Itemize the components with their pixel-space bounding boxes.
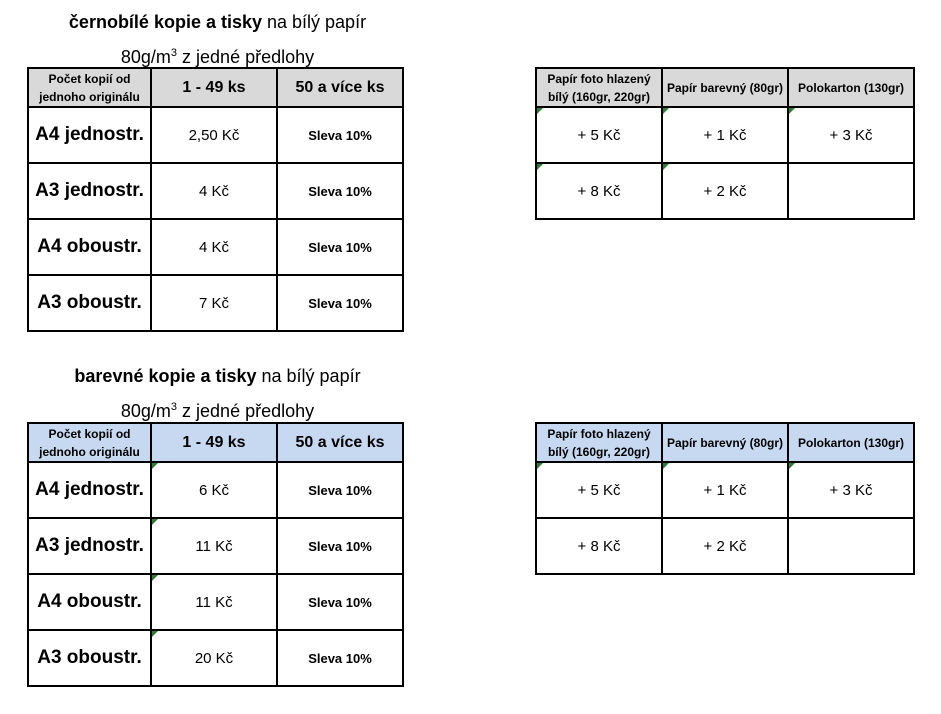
- surcharge-cell: + 5 Kč: [535, 106, 663, 164]
- table-row: + 8 Kč + 2 Kč: [535, 517, 915, 575]
- row-price: 4 Kč: [150, 218, 278, 276]
- surcharge-cell: + 3 Kč: [787, 461, 915, 519]
- table-header-row: Počet kopií od jednoho originálu 1 - 49 …: [27, 67, 404, 108]
- surcharge-cell: + 3 Kč: [787, 106, 915, 164]
- table-row: + 5 Kč + 1 Kč + 3 Kč: [535, 461, 915, 519]
- row-price: 4 Kč: [150, 162, 278, 220]
- row-size: A4 jednostr.: [27, 106, 152, 164]
- color-title-bold: barevné kopie a tisky: [74, 366, 257, 386]
- surcharge-cell-empty: [787, 162, 915, 220]
- table-header-row: Počet kopií od jednoho originálu 1 - 49 …: [27, 422, 404, 463]
- surcharge-cell: + 1 Kč: [661, 461, 789, 519]
- bw-subtitle-post: z jedné předlohy: [177, 47, 315, 67]
- row-size: A4 jednostr.: [27, 461, 152, 519]
- header-photo-paper: Papír foto hlazený bílý (160gr, 220gr): [535, 67, 663, 108]
- table-row: A3 jednostr. 4 Kč Sleva 10%: [27, 162, 404, 220]
- header-copies-from-original: Počet kopií od jednoho originálu: [27, 422, 152, 463]
- row-price: 11 Kč: [150, 573, 278, 631]
- row-discount: Sleva 10%: [276, 162, 404, 220]
- table-header-row: Papír foto hlazený bílý (160gr, 220gr) P…: [535, 67, 915, 108]
- header-color-paper: Papír barevný (80gr): [661, 67, 789, 108]
- row-size: A3 jednostr.: [27, 517, 152, 575]
- table-row: A3 jednostr. 11 Kč Sleva 10%: [27, 517, 404, 575]
- color-subtitle: 80g/m3 z jedné předlohy: [27, 396, 408, 422]
- row-size: A4 oboustr.: [27, 218, 152, 276]
- surcharge-cell: + 2 Kč: [661, 162, 789, 220]
- row-discount: Sleva 10%: [276, 517, 404, 575]
- table-row: A3 oboustr. 20 Kč Sleva 10%: [27, 629, 404, 687]
- surcharge-cell: + 1 Kč: [661, 106, 789, 164]
- header-semi-cardboard: Polokarton (130gr): [787, 67, 915, 108]
- table-row: + 5 Kč + 1 Kč + 3 Kč: [535, 106, 915, 164]
- bw-title: černobílé kopie a tisky na bílý papír 80…: [27, 11, 408, 68]
- bw-title-rest: na bílý papír: [262, 12, 367, 32]
- row-price: 6 Kč: [150, 461, 278, 519]
- table-row: A3 oboustr. 7 Kč Sleva 10%: [27, 274, 404, 332]
- surcharge-cell: + 8 Kč: [535, 162, 663, 220]
- row-size: A3 jednostr.: [27, 162, 152, 220]
- surcharge-cell: + 8 Kč: [535, 517, 663, 575]
- row-discount: Sleva 10%: [276, 274, 404, 332]
- header-color-paper: Papír barevný (80gr): [661, 422, 789, 463]
- color-price-table: Počet kopií od jednoho originálu 1 - 49 …: [27, 422, 404, 687]
- row-discount: Sleva 10%: [276, 218, 404, 276]
- row-price: 2,50 Kč: [150, 106, 278, 164]
- row-size: A3 oboustr.: [27, 629, 152, 687]
- bw-subtitle-pre: 80g/m: [120, 47, 171, 67]
- bw-paper-surcharge-table: Papír foto hlazený bílý (160gr, 220gr) P…: [535, 67, 915, 220]
- header-photo-paper: Papír foto hlazený bílý (160gr, 220gr): [535, 422, 663, 463]
- bw-price-table: Počet kopií od jednoho originálu 1 - 49 …: [27, 67, 404, 332]
- row-size: A3 oboustr.: [27, 274, 152, 332]
- header-copies-from-original: Počet kopií od jednoho originálu: [27, 67, 152, 108]
- header-50-plus: 50 a více ks: [276, 67, 404, 108]
- color-subtitle-pre: 80g/m: [120, 401, 171, 421]
- bw-subtitle: 80g/m3 z jedné předlohy: [27, 42, 408, 68]
- row-discount: Sleva 10%: [276, 629, 404, 687]
- table-row: A4 jednostr. 6 Kč Sleva 10%: [27, 461, 404, 519]
- surcharge-cell: + 5 Kč: [535, 461, 663, 519]
- color-subtitle-sup: 3: [170, 401, 178, 413]
- color-title-rest: na bílý papír: [256, 366, 361, 386]
- header-semi-cardboard: Polokarton (130gr): [787, 422, 915, 463]
- row-price: 11 Kč: [150, 517, 278, 575]
- header-1-49: 1 - 49 ks: [150, 422, 278, 463]
- table-row: A4 oboustr. 11 Kč Sleva 10%: [27, 573, 404, 631]
- row-discount: Sleva 10%: [276, 106, 404, 164]
- header-1-49: 1 - 49 ks: [150, 67, 278, 108]
- row-price: 7 Kč: [150, 274, 278, 332]
- bw-subtitle-sup: 3: [170, 47, 178, 59]
- row-price: 20 Kč: [150, 629, 278, 687]
- color-subtitle-post: z jedné předlohy: [177, 401, 315, 421]
- table-header-row: Papír foto hlazený bílý (160gr, 220gr) P…: [535, 422, 915, 463]
- table-row: A4 jednostr. 2,50 Kč Sleva 10%: [27, 106, 404, 164]
- table-row: A4 oboustr. 4 Kč Sleva 10%: [27, 218, 404, 276]
- bw-title-bold: černobílé kopie a tisky: [68, 12, 262, 32]
- surcharge-cell-empty: [787, 517, 915, 575]
- surcharge-cell: + 2 Kč: [661, 517, 789, 575]
- row-size: A4 oboustr.: [27, 573, 152, 631]
- table-row: + 8 Kč + 2 Kč: [535, 162, 915, 220]
- header-50-plus: 50 a více ks: [276, 422, 404, 463]
- row-discount: Sleva 10%: [276, 573, 404, 631]
- row-discount: Sleva 10%: [276, 461, 404, 519]
- color-title: barevné kopie a tisky na bílý papír 80g/…: [27, 365, 408, 422]
- color-paper-surcharge-table: Papír foto hlazený bílý (160gr, 220gr) P…: [535, 422, 915, 575]
